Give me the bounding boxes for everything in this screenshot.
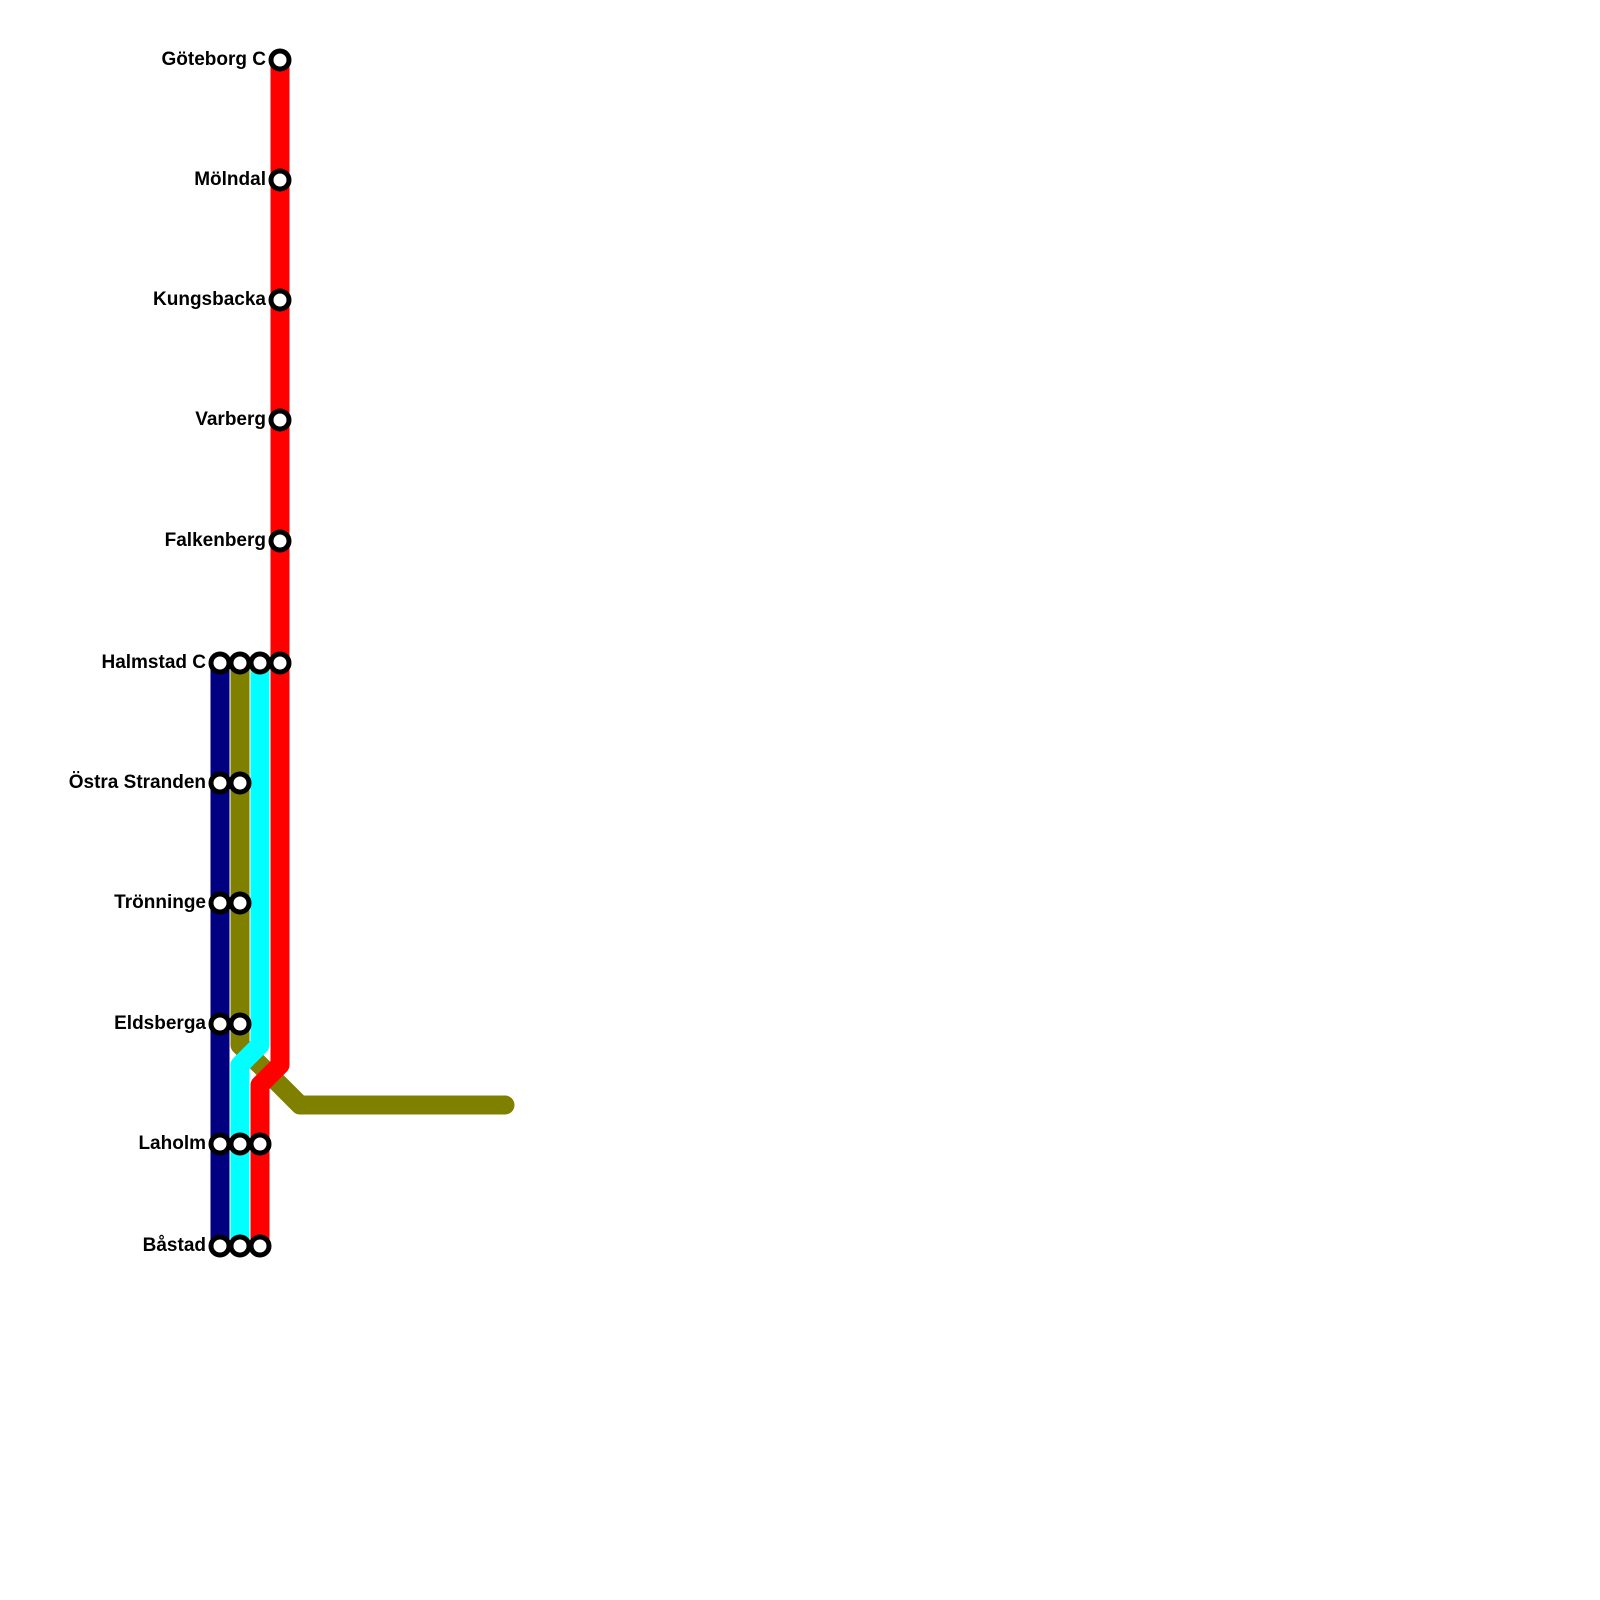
station-label-laholm: Laholm [138,1133,206,1154]
station-label-falkenberg: Falkenberg [165,530,266,551]
stop-ostra-stranden-olive[interactable] [228,771,252,795]
stop-bastad-navy[interactable] [208,1234,232,1258]
stop-bastad-cyan[interactable] [228,1234,252,1258]
stop-tronninge-olive[interactable] [228,891,252,915]
stop-laholm-red[interactable] [248,1132,272,1156]
station-label-tronninge: Trönninge [114,892,206,913]
stop-eldsberga-navy[interactable] [208,1012,232,1036]
line-red[interactable] [250,50,290,1256]
stop-kungsbacka-red[interactable] [268,288,292,312]
station-stops [208,48,292,1258]
stop-halmstad-navy[interactable] [208,651,232,675]
station-labels: Göteborg C Mölndal Kungsbacka Varberg Fa… [69,49,267,1256]
station-label-ostra-stranden: Östra Stranden [69,772,206,793]
stop-halmstad-olive[interactable] [228,651,252,675]
stop-halmstad-cyan[interactable] [248,651,272,675]
stop-halmstad-red[interactable] [268,651,292,675]
stop-ostra-stranden-navy[interactable] [208,771,232,795]
station-label-bastad: Båstad [143,1235,206,1256]
line-olive[interactable] [230,653,515,1115]
stop-laholm-navy[interactable] [208,1132,232,1156]
stop-falkenberg-red[interactable] [268,529,292,553]
stop-bastad-red[interactable] [248,1234,272,1258]
stop-goteborg-red[interactable] [268,48,292,72]
station-label-goteborg: Göteborg C [162,49,267,70]
station-label-varberg: Varberg [195,409,266,430]
stop-eldsberga-olive[interactable] [228,1012,252,1036]
station-label-kungsbacka: Kungsbacka [153,289,266,310]
station-label-eldsberga: Eldsberga [114,1013,206,1034]
station-label-molndal: Mölndal [194,169,266,190]
station-label-halmstad: Halmstad C [101,652,206,673]
stop-varberg-red[interactable] [268,408,292,432]
stop-molndal-red[interactable] [268,168,292,192]
stop-laholm-cyan[interactable] [228,1132,252,1156]
stop-tronninge-navy[interactable] [208,891,232,915]
